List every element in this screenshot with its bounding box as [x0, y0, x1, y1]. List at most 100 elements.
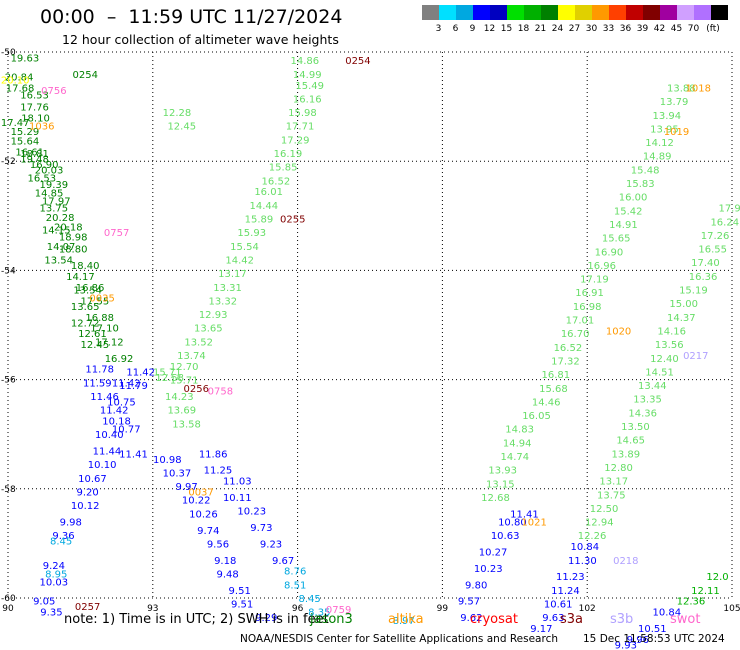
track-label: 17.47	[1, 118, 30, 129]
track-label: 12.93	[199, 310, 228, 321]
track-label: 9.36	[52, 531, 74, 542]
legend-swatch	[592, 5, 609, 20]
track-label: 13.95	[650, 124, 679, 135]
track-label: 11.44	[93, 447, 122, 458]
track-label: 11.79	[119, 381, 148, 392]
track-label: 9.20	[77, 488, 99, 499]
track-label: 17.29	[281, 135, 310, 146]
track-label: 10.22	[182, 496, 211, 507]
legend-level-label: 30	[585, 24, 598, 34]
track-label: 14.65	[616, 436, 645, 447]
track-label: 16.81	[542, 370, 571, 381]
footer-timestamp: 15 Dec 11:58:53 UTC 2024	[583, 633, 725, 645]
track-label: 0217	[683, 351, 708, 362]
track-label: 12.45	[167, 122, 196, 133]
track-label: 0254	[345, 56, 370, 67]
track-label: 1021	[521, 518, 546, 529]
track-label: 17.71	[286, 122, 315, 133]
track-label: 12.94	[585, 518, 614, 529]
lat-tick-label: -56	[1, 376, 16, 386]
track-label: 0758	[208, 387, 233, 398]
track-label: 13.58	[172, 419, 201, 430]
track-label: 9.73	[250, 523, 272, 534]
track-label: 18.81	[20, 149, 49, 160]
track-label: 9.98	[60, 518, 82, 529]
legend-level-label: 39	[636, 24, 649, 34]
track-label: 10.10	[88, 460, 117, 471]
satellite-altika: altika	[388, 612, 424, 627]
track-label: 9.51	[231, 599, 253, 610]
track-label: 14.89	[643, 152, 672, 163]
track-label: 10.03	[40, 578, 69, 589]
track-label: 18.98	[59, 233, 88, 244]
track-label: 8.97	[393, 616, 415, 627]
map-grid	[7, 51, 733, 599]
track-label: 9.35	[40, 608, 62, 619]
track-label: 10.11	[223, 493, 252, 504]
track-label: 0035	[89, 294, 114, 305]
track-label: 8.45	[50, 537, 72, 548]
track-label: 16.16	[293, 94, 322, 105]
track-label: 16.19	[274, 149, 303, 160]
footer-note: note: 1) Time is in UTC; 2) SWH is in fe…	[64, 612, 329, 627]
satellite-s3b: s3b	[610, 612, 634, 627]
track-label: 14.83	[505, 425, 534, 436]
track-label: 11.42	[112, 378, 141, 389]
track-label: 1036	[29, 122, 54, 133]
track-label: 10.18	[102, 417, 131, 428]
legend-level-label: 36	[619, 24, 632, 34]
lat-tick-label: -54	[1, 266, 16, 276]
track-label: 11.42	[126, 367, 155, 378]
track-label: 17.19	[580, 275, 609, 286]
track-label: 0218	[613, 556, 638, 567]
track-label: 16.55	[698, 245, 727, 256]
track-label: 20.84	[5, 73, 34, 84]
track-label: 13.52	[184, 337, 213, 348]
track-label: 9.17	[530, 624, 552, 635]
track-label: 16.00	[619, 193, 648, 204]
chart-subtitle: 12 hour collection of altimeter wave hei…	[62, 32, 339, 47]
track-label: 16.90	[595, 247, 624, 258]
track-label: 9.24	[43, 561, 65, 572]
track-label: 10.61	[544, 599, 573, 610]
track-label: 9.29	[255, 613, 277, 624]
track-label: 10.23	[474, 564, 503, 575]
track-label: 14.85	[35, 188, 64, 199]
track-label: 9.97	[175, 482, 197, 493]
legend-level-label: 45	[670, 24, 683, 34]
track-label: 9.05	[33, 597, 55, 608]
track-label: 11.41	[119, 449, 148, 460]
track-label: 15.48	[631, 165, 660, 176]
track-label: 20.28	[46, 213, 75, 224]
track-label: 9.62	[460, 613, 482, 624]
legend-swatch	[660, 5, 677, 20]
track-label: 15.65	[602, 234, 631, 245]
track-label: 14.51	[645, 367, 674, 378]
lon-tick-label: 99	[437, 604, 449, 614]
track-label: 1018	[685, 83, 710, 94]
track-label: 11.25	[204, 466, 233, 477]
track-label: 14.99	[293, 70, 322, 81]
track-label: 11.03	[223, 477, 252, 488]
track-label: 13.69	[167, 406, 196, 417]
track-label: 13.31	[213, 283, 242, 294]
track-label: 16.96	[587, 261, 616, 272]
track-label: 0255	[280, 215, 305, 226]
legend-swatch	[439, 5, 456, 20]
track-label: 17.40	[691, 258, 720, 269]
legend-swatch	[422, 5, 439, 20]
track-label: 10.84	[653, 608, 682, 619]
track-label: 16.61	[15, 147, 44, 158]
track-label: 17.32	[551, 356, 580, 367]
track-label: 0757	[104, 228, 129, 239]
footer-credit: NOAA/NESDIS Center for Satellite Applica…	[240, 633, 558, 645]
track-label: 14.23	[165, 392, 194, 403]
track-label: 17.01	[566, 316, 595, 327]
track-label: 0037	[188, 488, 213, 499]
track-label: 12.50	[590, 504, 619, 515]
track-label: 14.94	[503, 438, 532, 449]
legend-swatch	[473, 5, 490, 20]
track-label: 16.53	[20, 91, 49, 102]
track-label: 11.78	[85, 365, 114, 376]
